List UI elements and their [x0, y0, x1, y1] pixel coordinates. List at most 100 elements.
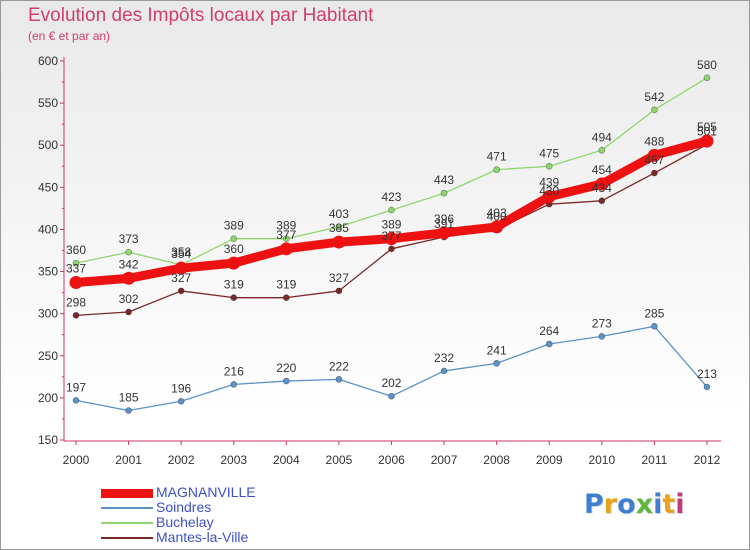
data-point [227, 256, 241, 270]
data-label: 213 [697, 367, 717, 381]
data-label: 241 [487, 343, 507, 357]
x-tick-label: 2009 [536, 453, 563, 467]
legend-swatch [101, 488, 153, 498]
data-label: 354 [171, 247, 191, 261]
data-label: 454 [592, 163, 612, 177]
x-tick-label: 2012 [694, 453, 721, 467]
data-label: 403 [487, 206, 507, 220]
data-label: 342 [119, 257, 139, 271]
data-label: 385 [329, 221, 349, 235]
legend-label: MAGNANVILLE [156, 484, 256, 500]
data-label: 327 [329, 271, 349, 285]
y-tick-label: 350 [38, 265, 58, 279]
data-label: 185 [119, 391, 139, 405]
data-point [72, 312, 80, 319]
data-label: 232 [434, 351, 454, 365]
axes: 150 200 250 300 350 400 450 500 550 600 2000 2001 20… [38, 54, 721, 467]
data-label: 488 [644, 134, 664, 148]
data-label: 542 [644, 90, 664, 104]
data-label: 443 [434, 173, 454, 187]
logo-letter: o [617, 489, 636, 520]
data-point [700, 134, 714, 148]
y-tick-label: 500 [38, 138, 58, 152]
x-tick-label: 2005 [326, 453, 353, 467]
y-tick-label: 400 [38, 222, 58, 236]
x-tick-label: 2001 [115, 453, 142, 467]
data-label: 337 [66, 262, 86, 276]
data-label: 220 [276, 361, 296, 375]
data-label: 389 [381, 218, 401, 232]
x-tick-label: 2003 [220, 453, 247, 467]
data-point [651, 106, 658, 114]
y-tick-label: 200 [38, 391, 58, 405]
x-tick-label: 2008 [483, 453, 510, 467]
x-tick-label: 2010 [588, 453, 615, 467]
data-point [335, 376, 343, 383]
data-label: 430 [539, 184, 559, 198]
data-label: 285 [644, 306, 664, 320]
data-point [230, 381, 238, 388]
x-tick-label: 2007 [431, 453, 458, 467]
data-point [388, 245, 395, 253]
data-label: 264 [539, 324, 559, 338]
data-label: 358 [171, 245, 191, 259]
logo-letter: t [662, 489, 676, 520]
data-point [595, 177, 609, 191]
data-point [703, 383, 711, 391]
data-label: 389 [276, 219, 296, 233]
logo-letter: P [584, 489, 604, 520]
data-point [545, 162, 553, 170]
data-label: 216 [224, 364, 244, 378]
data-label: 403 [329, 207, 349, 221]
data-label: 501 [697, 124, 717, 138]
data-label: 377 [381, 229, 401, 243]
legend-label: Soindres [156, 499, 212, 515]
data-label: 396 [434, 212, 454, 226]
data-point [388, 206, 395, 214]
data-point [283, 294, 290, 301]
legend-swatch [101, 507, 153, 509]
data-point [493, 166, 500, 173]
chart-subtitle: (en € et par an) [28, 29, 111, 43]
data-label: 467 [644, 153, 664, 167]
data-point [440, 189, 448, 197]
x-tick-label: 2002 [168, 453, 195, 467]
data-point [125, 407, 132, 414]
data-label: 302 [119, 292, 139, 306]
data-label: 319 [276, 278, 296, 292]
data-label: 475 [539, 146, 559, 160]
data-label: 273 [592, 316, 612, 330]
data-label: 196 [171, 381, 191, 395]
data-point [230, 235, 238, 243]
y-tick-label: 600 [38, 54, 58, 68]
data-point [283, 235, 290, 243]
data-label: 327 [171, 271, 191, 285]
data-label: 197 [66, 380, 86, 394]
data-point [177, 397, 185, 405]
data-label: 222 [329, 359, 349, 373]
data-point [598, 333, 606, 340]
data-point [703, 74, 711, 82]
data-point [651, 322, 658, 330]
data-point [125, 248, 132, 256]
data-point [72, 397, 80, 404]
data-point [230, 294, 238, 301]
data-label: 360 [224, 242, 244, 256]
data-point [651, 169, 658, 177]
x-tick-label: 2011 [641, 453, 667, 467]
y-tick-label: 150 [38, 433, 58, 447]
data-point [122, 271, 136, 285]
data-label: 505 [697, 120, 717, 134]
chart-title: Evolution des Impôts locaux par Habitant [28, 5, 374, 26]
data-label: 298 [66, 295, 86, 309]
data-point [647, 148, 661, 162]
legend-swatch [101, 537, 153, 539]
data-point [388, 392, 395, 400]
data-point [335, 223, 343, 231]
y-tick-label: 450 [38, 180, 58, 194]
data-label: 373 [119, 232, 139, 246]
data-label: 202 [381, 376, 401, 390]
legend-label: Mantes-la-Ville [156, 529, 249, 545]
